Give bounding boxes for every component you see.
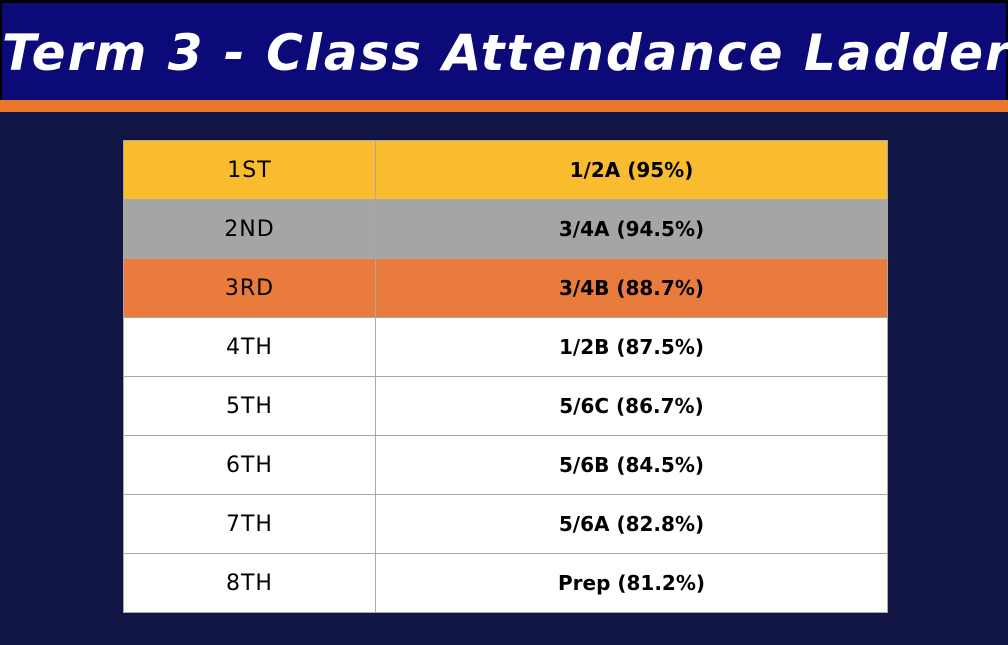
class-cell: 1/2A (95%) [375,140,888,200]
class-cell: 5/6B (84.5%) [375,435,888,495]
rank-cell: 4TH [123,317,376,377]
table-row: 8TH Prep (81.2%) [123,553,888,613]
accent-divider [0,100,1008,112]
table-row: 1ST 1/2A (95%) [123,140,888,200]
rank-cell: 2ND [123,199,376,259]
table-row: 4TH 1/2B (87.5%) [123,317,888,377]
class-cell: Prep (81.2%) [375,553,888,613]
class-cell: 3/4B (88.7%) [375,258,888,318]
rank-cell: 3RD [123,258,376,318]
class-cell: 1/2B (87.5%) [375,317,888,377]
class-cell: 5/6A (82.8%) [375,494,888,554]
rank-cell: 8TH [123,553,376,613]
rank-cell: 6TH [123,435,376,495]
table-row: 5TH 5/6C (86.7%) [123,376,888,436]
attendance-ladder-table: 1ST 1/2A (95%) 2ND 3/4A (94.5%) 3RD 3/4B… [123,140,888,613]
rank-cell: 1ST [123,140,376,200]
table-row: 7TH 5/6A (82.8%) [123,494,888,554]
page-title: Term 3 - Class Attendance Ladder [2,24,1008,82]
table-row: 6TH 5/6B (84.5%) [123,435,888,495]
class-cell: 5/6C (86.7%) [375,376,888,436]
table-row: 2ND 3/4A (94.5%) [123,199,888,259]
table-row: 3RD 3/4B (88.7%) [123,258,888,318]
rank-cell: 7TH [123,494,376,554]
rank-cell: 5TH [123,376,376,436]
class-cell: 3/4A (94.5%) [375,199,888,259]
header-banner: Term 3 - Class Attendance Ladder [0,0,1008,100]
